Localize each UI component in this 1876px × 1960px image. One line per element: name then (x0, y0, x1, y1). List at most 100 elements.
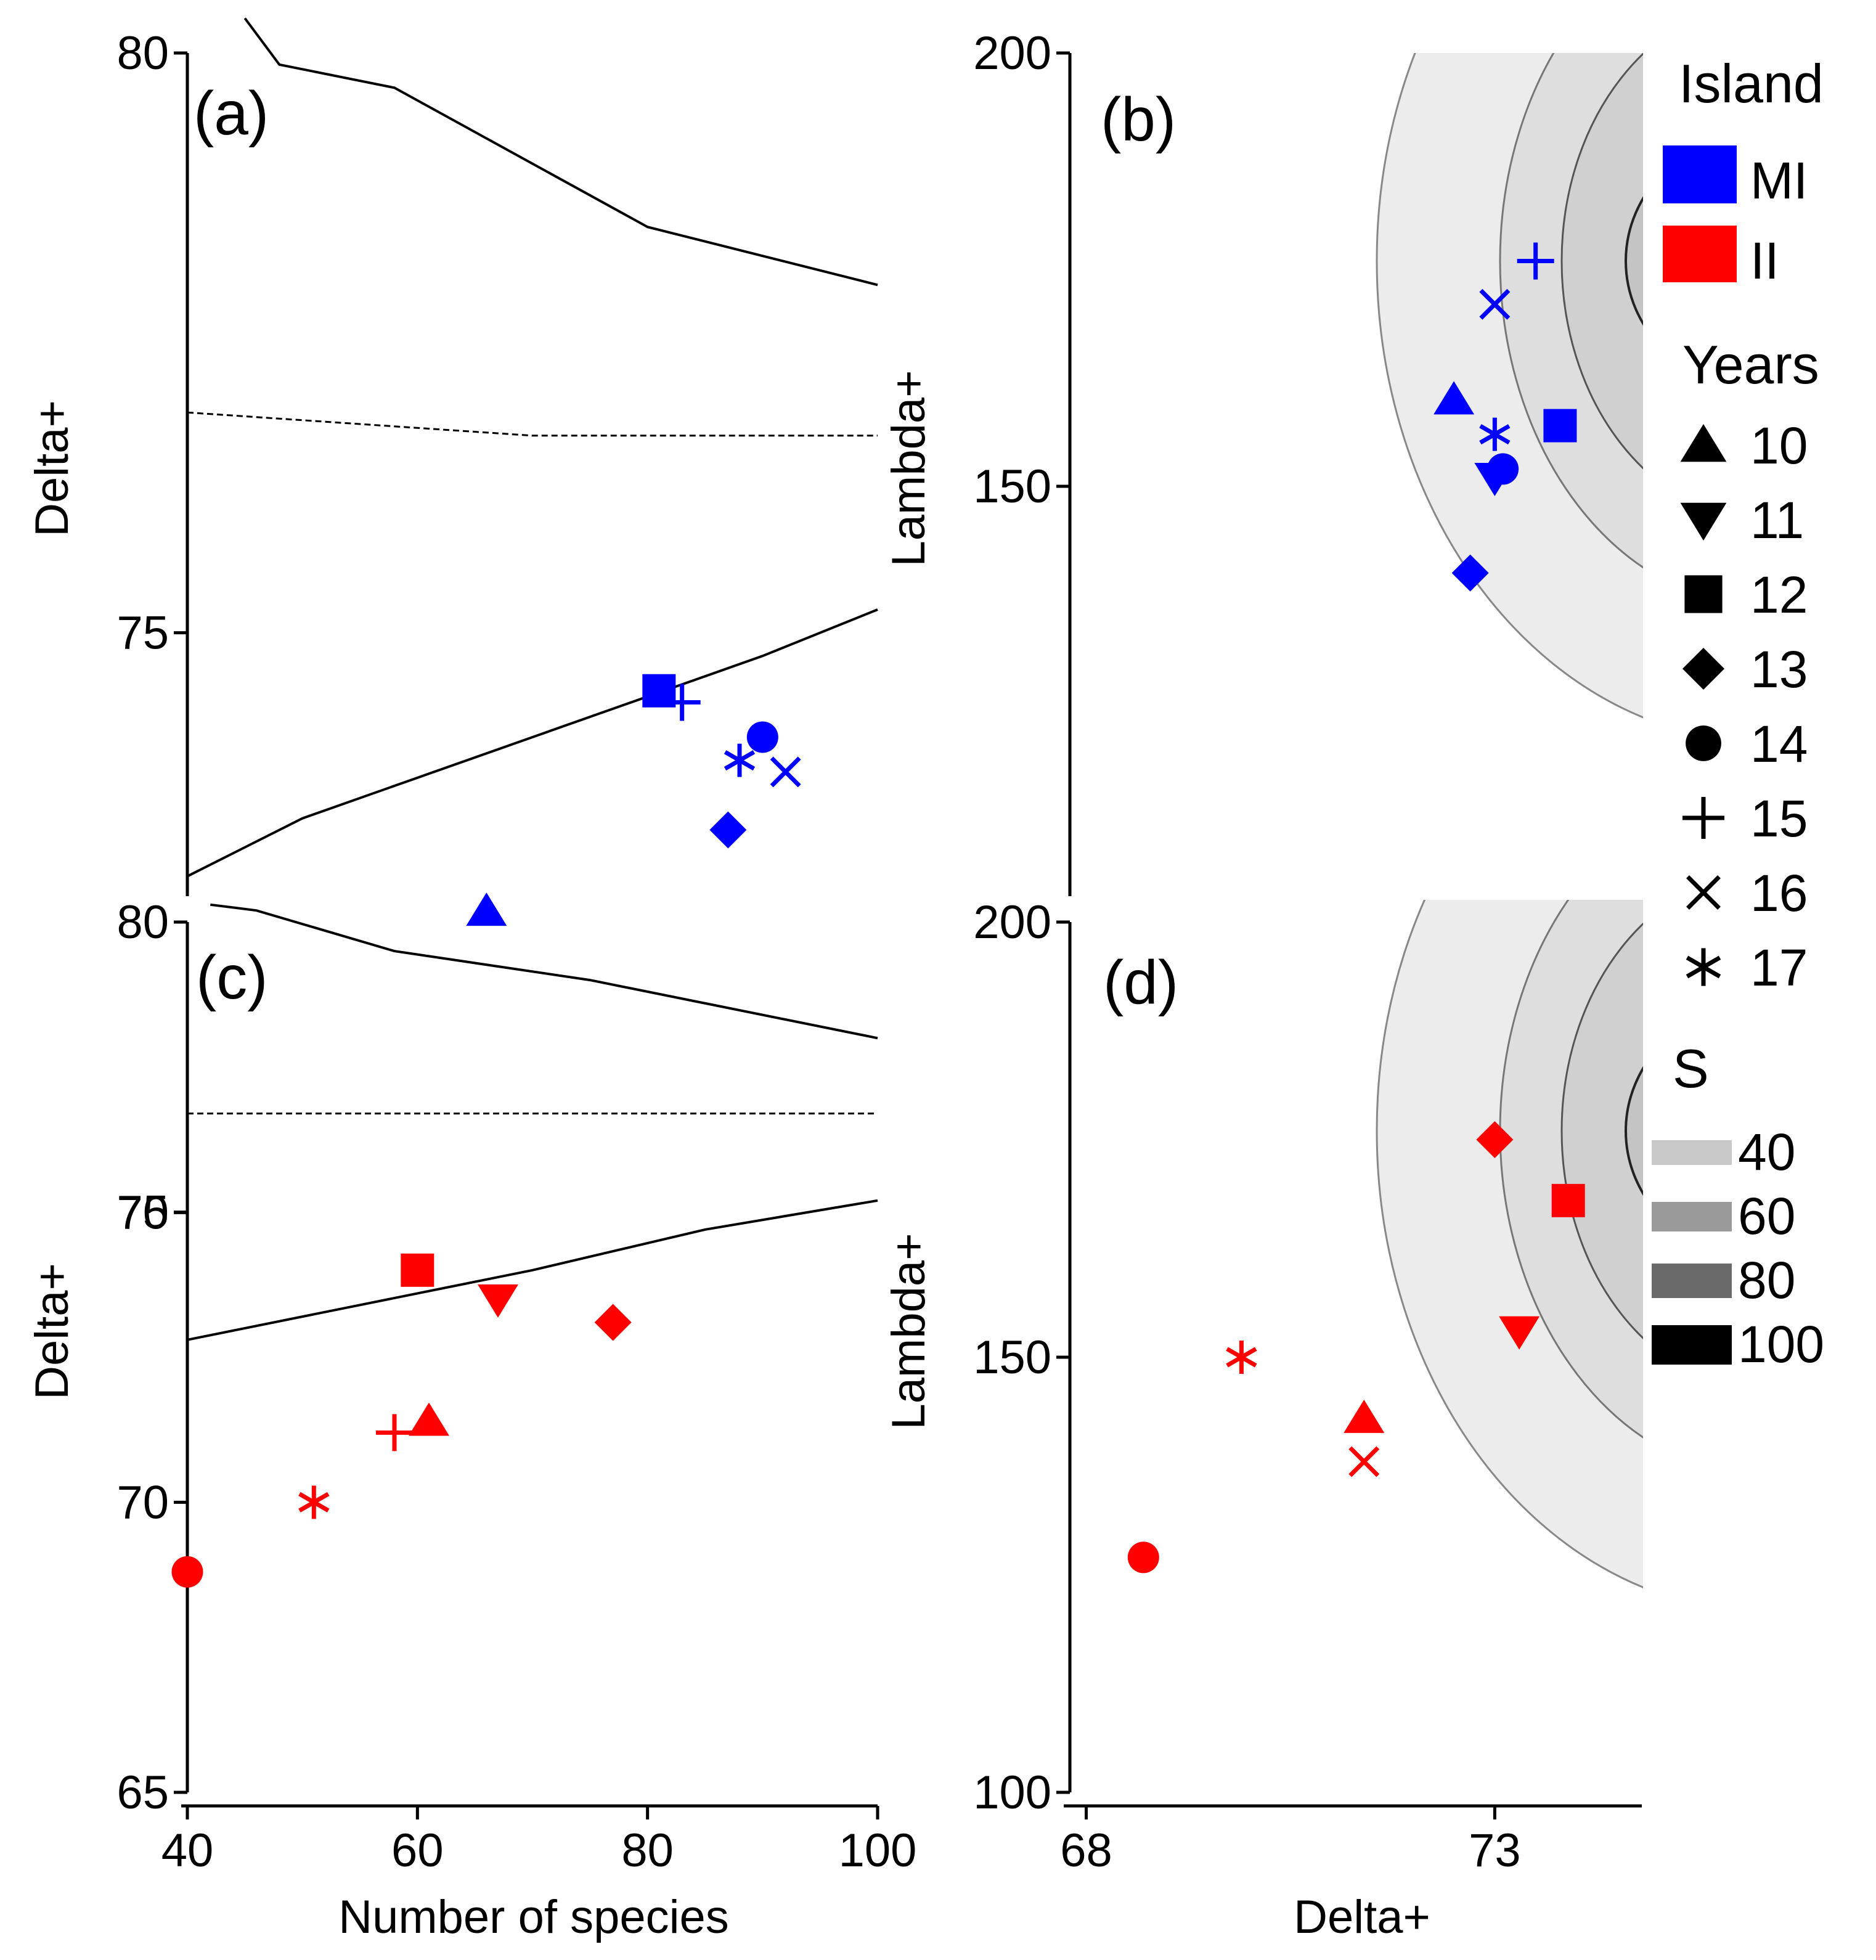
point-year-10-b (1434, 381, 1475, 415)
contour-level-4-d (1625, 1066, 1643, 1196)
legend-s-label-40: 40 (1738, 1123, 1795, 1181)
funnel-upper-line-c (210, 903, 878, 1040)
point-year-16-d (1348, 1446, 1380, 1477)
legend-year-marker-13 (1682, 648, 1724, 690)
y-tick-label-a: 80 (116, 27, 169, 80)
funnel-upper-line-a (243, 17, 878, 287)
point-year-10-d (1344, 1399, 1385, 1433)
y-tick-label-d: 100 (973, 1766, 1051, 1819)
point-year-17-d (1226, 1341, 1257, 1374)
point-year-12-d (1551, 1183, 1585, 1217)
y-tick-label-d: 150 (973, 1331, 1051, 1384)
point-year-10-a (466, 892, 507, 926)
x-tick-label-c: 100 (839, 1824, 917, 1877)
point-year-17-a (724, 743, 756, 777)
point-year-13-a (709, 811, 747, 849)
legend-s-swatch-40 (1652, 1140, 1732, 1165)
y-tick-label-b: 200 (973, 27, 1051, 80)
x-tick-label-c: 60 (391, 1824, 444, 1877)
ylabel-a: Delta+ (26, 400, 78, 537)
x-tick-label-c: 40 (161, 1824, 214, 1877)
point-year-11-d (1499, 1316, 1540, 1350)
legend-island-label-mi: MI (1750, 152, 1808, 210)
point-year-13-c (594, 1304, 632, 1341)
ylabel-d: Lambda+ (883, 1233, 935, 1429)
x-tick-label-d: 68 (1060, 1824, 1112, 1877)
legend-year-label-12: 12 (1750, 566, 1808, 624)
y-tick-label-c: 65 (116, 1766, 169, 1819)
point-year-13-d (1476, 1121, 1514, 1158)
contour-background-b (1376, 53, 1643, 719)
panel-label-a: (a) (194, 79, 269, 148)
x-tick-label-d: 73 (1469, 1824, 1521, 1877)
legend-year-marker-12 (1684, 575, 1723, 613)
x-tick-label-c: 80 (621, 1824, 674, 1877)
ylabel-b: Lambda+ (883, 370, 935, 566)
y-tick-label-c: 80 (116, 896, 169, 949)
panel-label-d: (d) (1103, 948, 1178, 1017)
legend-s-label-80: 80 (1738, 1251, 1795, 1309)
contour-level-4-b (1625, 196, 1643, 326)
legend-s-swatch-60 (1652, 1202, 1732, 1231)
legend-island-label-ii: II (1750, 232, 1779, 290)
legend-year-label-14: 14 (1750, 715, 1808, 773)
panel-label-b: (b) (1101, 85, 1176, 154)
y-tick-label-a: 70 (116, 1186, 169, 1239)
legend-s-label-100: 100 (1738, 1315, 1824, 1373)
point-year-12-b (1543, 409, 1577, 443)
xlabel-d: Delta+ (1294, 1891, 1430, 1943)
legend-year-marker-11 (1680, 502, 1727, 541)
legend-year-marker-10 (1680, 424, 1727, 462)
funnel-lower-line-c (187, 1199, 878, 1341)
point-year-15-a (663, 684, 701, 721)
legend-years: 10 11 12 13 14 15 16 17 (1680, 417, 1808, 997)
panel-label-c: (c) (196, 943, 268, 1012)
legend-s-swatch-100 (1652, 1325, 1732, 1365)
point-year-17-c (298, 1485, 330, 1519)
point-year-16-b (1479, 288, 1511, 320)
funnel-lower-line-a (187, 608, 878, 878)
y-tick-label-b: 150 (973, 460, 1051, 513)
legend-s-label-60: 60 (1738, 1187, 1795, 1245)
legend-year-label-16: 16 (1750, 864, 1808, 922)
legend-year-marker-14 (1686, 725, 1721, 761)
point-year-15-b (1517, 242, 1554, 280)
point-year-17-b (1479, 417, 1511, 451)
legend-year-label-10: 10 (1750, 417, 1808, 475)
legend-island-title: Island (1679, 53, 1824, 114)
legend-s-swatch-80 (1652, 1264, 1732, 1298)
panel-b: 150 200 (973, 27, 1577, 896)
xlabel-c: Number of species (338, 1891, 729, 1943)
point-year-11-c (478, 1284, 518, 1318)
contour-level-3-d (1560, 922, 1643, 1339)
point-year-14-d (1127, 1541, 1159, 1574)
y-tick-label-a: 75 (116, 607, 169, 659)
panel-d: 100 150 200 68 73 (973, 896, 1642, 1877)
legend-year-label-15: 15 (1750, 790, 1808, 847)
legend-years-title: Years (1682, 334, 1819, 395)
point-year-16-a (770, 756, 801, 788)
contour-level-3-b (1560, 53, 1643, 470)
legend-s: 40 60 80 100 (1652, 1123, 1824, 1373)
point-year-12-c (401, 1253, 434, 1287)
point-year-14-c (171, 1556, 203, 1588)
point-year-14-b (1487, 453, 1519, 485)
legend-year-label-17: 17 (1750, 939, 1808, 997)
legend: Island MI II Years 10 11 12 13 14 15 16 17 S 40… (1652, 53, 1824, 1373)
point-year-13-b (1451, 554, 1489, 592)
point-year-15-c (376, 1414, 413, 1452)
y-tick-label-d: 200 (973, 896, 1051, 949)
legend-year-marker-16 (1686, 875, 1721, 910)
point-year-14-a (746, 721, 778, 753)
legend-year-marker-17 (1686, 948, 1721, 986)
y-tick-label-c: 75 (116, 1186, 169, 1239)
ylabel-c: Delta+ (26, 1263, 78, 1400)
y-tick-label-c: 70 (116, 1476, 169, 1529)
legend-s-title: S (1673, 1038, 1709, 1099)
point-year-10-c (409, 1402, 449, 1436)
funnel-mean-line-a (187, 411, 878, 437)
contour-background-d (1376, 900, 1643, 1588)
